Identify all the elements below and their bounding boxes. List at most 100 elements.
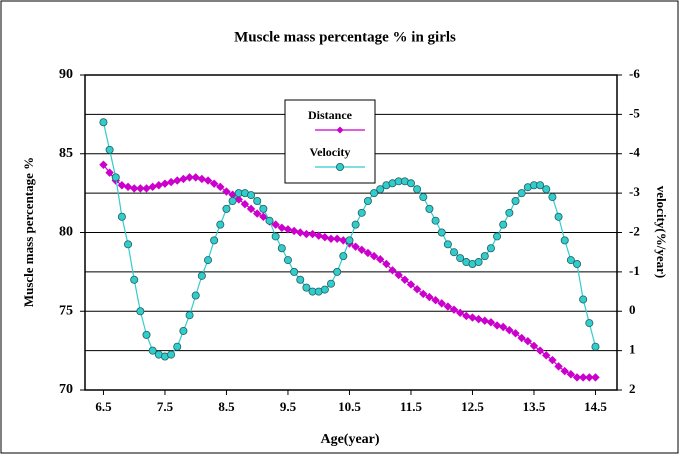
data-point — [124, 240, 133, 249]
data-point — [431, 296, 440, 305]
data-point — [585, 373, 594, 382]
y-tick-label: 90 — [59, 67, 73, 82]
data-point — [462, 311, 471, 321]
data-point — [167, 350, 176, 359]
data-point — [585, 319, 594, 328]
data-point — [370, 189, 379, 198]
data-point — [204, 256, 213, 265]
data-point — [449, 305, 459, 314]
data-point — [289, 226, 299, 236]
data-point — [492, 321, 502, 330]
data-point — [511, 196, 520, 205]
data-point — [111, 173, 120, 182]
data-point — [578, 373, 588, 382]
data-point — [216, 220, 225, 229]
data-point — [166, 177, 176, 187]
data-point — [332, 234, 342, 244]
data-point — [222, 187, 231, 196]
data-point — [142, 330, 151, 339]
data-point — [566, 256, 575, 265]
y2-tick-label: 1 — [629, 342, 636, 357]
data-point — [173, 176, 182, 185]
data-point — [400, 275, 410, 284]
data-point — [191, 291, 200, 300]
data-point — [480, 252, 489, 261]
data-point — [406, 280, 416, 289]
data-point — [296, 228, 305, 237]
data-point — [277, 223, 287, 232]
data-point — [259, 204, 268, 213]
data-point — [382, 259, 391, 269]
data-point — [179, 326, 188, 335]
data-point — [505, 325, 514, 335]
data-point — [450, 248, 459, 257]
y-tick-label: 85 — [59, 146, 73, 161]
data-point — [363, 248, 373, 258]
data-point — [185, 311, 194, 320]
data-point — [117, 181, 127, 190]
data-point — [290, 267, 299, 276]
data-point — [271, 220, 280, 229]
data-point — [296, 275, 305, 284]
data-point — [542, 351, 551, 360]
data-point — [412, 284, 422, 294]
data-point — [136, 307, 145, 316]
data-point — [142, 184, 151, 193]
y2-tick-label: -6 — [629, 66, 640, 81]
data-point — [123, 182, 133, 192]
x-tick-label: 13.5 — [523, 399, 546, 414]
data-point — [456, 254, 465, 263]
y2-tick-label: -5 — [629, 105, 640, 120]
x-tick-label: 7.5 — [157, 399, 174, 414]
data-point — [351, 220, 360, 229]
data-point — [197, 271, 206, 280]
data-point — [203, 176, 213, 185]
data-point — [216, 182, 225, 192]
data-point — [222, 204, 231, 213]
data-point — [505, 208, 514, 217]
x-tick-label: 12.5 — [461, 399, 484, 414]
data-point — [185, 173, 194, 182]
data-point — [154, 181, 164, 190]
data-point — [419, 289, 428, 299]
y-axis-label: Muscle mass percentage % — [21, 157, 36, 307]
data-point — [130, 275, 139, 284]
data-point — [443, 302, 453, 311]
data-point — [173, 342, 182, 351]
legend-marker — [335, 162, 344, 171]
data-point — [326, 234, 336, 244]
data-point — [339, 252, 348, 261]
y-tick-label: 75 — [59, 303, 73, 318]
data-point — [129, 184, 139, 193]
data-point — [363, 196, 372, 205]
data-point — [376, 255, 385, 264]
plot-area — [84, 74, 618, 391]
data-point — [265, 216, 274, 225]
data-point — [394, 270, 403, 280]
data-point — [572, 373, 582, 382]
y2-tick-label: -2 — [629, 223, 640, 238]
x-tick-label: 10.5 — [338, 399, 361, 414]
data-point — [277, 244, 286, 253]
data-point — [474, 258, 483, 267]
data-point — [283, 225, 293, 234]
data-point — [117, 212, 126, 221]
data-point — [253, 209, 262, 218]
data-point — [357, 208, 366, 217]
data-point — [419, 193, 428, 202]
legend-box — [284, 99, 376, 184]
data-point — [388, 266, 397, 275]
x-tick-label: 8.5 — [218, 399, 235, 414]
data-point — [99, 160, 108, 169]
data-point — [523, 336, 533, 346]
y2-tick-label: -3 — [629, 184, 640, 199]
y-tick-label: 70 — [59, 382, 73, 397]
data-point — [302, 229, 311, 239]
data-point — [191, 173, 200, 182]
data-point — [517, 189, 526, 198]
data-point — [554, 362, 563, 371]
data-point — [468, 313, 477, 322]
data-point — [105, 145, 114, 154]
data-point — [443, 240, 452, 249]
data-point — [345, 236, 354, 245]
